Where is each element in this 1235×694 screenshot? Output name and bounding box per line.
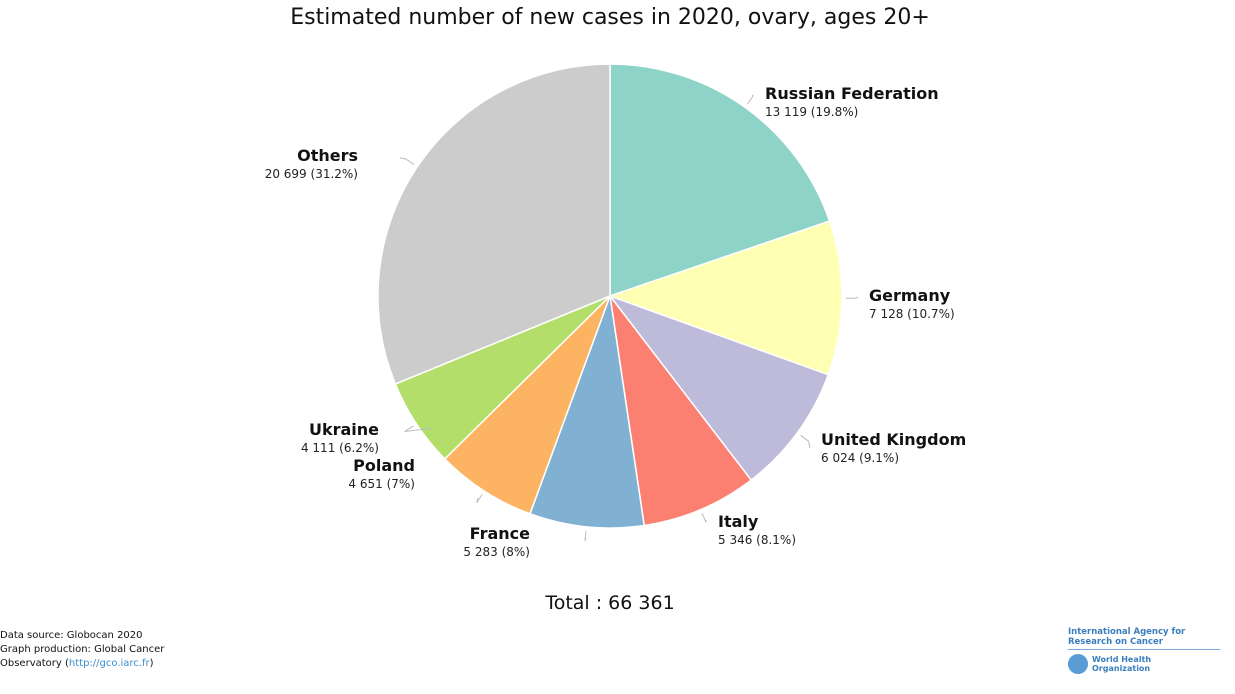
- leader-line-2: [800, 434, 811, 449]
- who-text-2: Organization: [1092, 664, 1151, 673]
- leader-line-0: [746, 94, 754, 105]
- pie-slice-5: [443, 295, 611, 515]
- chart-title: Estimated number of new cases in 2020, o…: [290, 5, 930, 30]
- slice-value: 6 024 (9.1%): [821, 451, 900, 465]
- leader-line-7: [399, 157, 415, 165]
- who-emblem-icon: [1068, 654, 1088, 674]
- slice-name: France: [469, 524, 530, 543]
- pie-slice-0: [609, 63, 831, 298]
- pie-slice-7: [377, 63, 611, 385]
- pie-slice-4: [529, 295, 646, 529]
- gco-link[interactable]: http://gco.iarc.fr: [68, 658, 150, 669]
- slice-label-7: Others 20 699 (31.2%): [265, 146, 358, 184]
- pie-slice-1: [607, 220, 843, 376]
- pie-slice-3: [608, 293, 753, 527]
- slice-label-2: United Kingdom 6 024 (9.1%): [821, 430, 966, 468]
- pie-slice-2: [607, 294, 830, 482]
- leader-line-6: [404, 425, 434, 433]
- slice-label-1: Germany 7 128 (10.7%): [869, 286, 955, 324]
- who-text-1: World Health: [1092, 655, 1152, 664]
- source-line: Data source: Globocan 2020: [0, 630, 143, 641]
- slice-value: 5 346 (8.1%): [718, 533, 797, 547]
- data-source: Data source: Globocan 2020 Graph product…: [0, 629, 164, 671]
- slice-name: Germany: [869, 286, 951, 305]
- slice-name: Others: [297, 146, 358, 165]
- production-line: Graph production: Global Cancer: [0, 644, 165, 655]
- slice-value: 13 119 (19.8%): [765, 105, 859, 119]
- slice-label-4: France 5 283 (8%): [463, 524, 530, 562]
- slice-label-0: Russian Federation 13 119 (19.8%): [765, 84, 939, 122]
- slice-name: United Kingdom: [821, 430, 967, 449]
- slice-value: 20 699 (31.2%): [264, 167, 358, 181]
- leader-line-5: [476, 494, 483, 504]
- slice-value: 5 283 (8%): [463, 545, 530, 559]
- slice-value: 4 111 (6.2%): [300, 441, 379, 455]
- iarc-who-logo: International Agency for Research on Can…: [1068, 627, 1220, 674]
- slice-value: 4 651 (7%): [348, 477, 415, 491]
- slice-name: Italy: [718, 512, 759, 531]
- slice-name: Ukraine: [308, 420, 379, 439]
- paren: ): [149, 658, 154, 669]
- slice-label-5: Poland 4 651 (7%): [348, 456, 415, 494]
- leader-line-1: [845, 296, 859, 299]
- slice-label-3: Italy 5 346 (8.1%): [718, 512, 796, 550]
- slice-name: Russian Federation: [765, 84, 939, 103]
- slice-value: 7 128 (10.7%): [869, 307, 955, 321]
- iarc-text: International Agency for Research on Can…: [1068, 627, 1220, 650]
- slice-name: Poland: [353, 456, 415, 475]
- observatory-text: Observatory (: [0, 658, 69, 669]
- total-label: Total : 66 361: [545, 592, 675, 614]
- leader-line-4: [584, 530, 587, 541]
- leader-line-3: [701, 513, 707, 523]
- slice-label-6: Ukraine 4 111 (6.2%): [301, 420, 379, 458]
